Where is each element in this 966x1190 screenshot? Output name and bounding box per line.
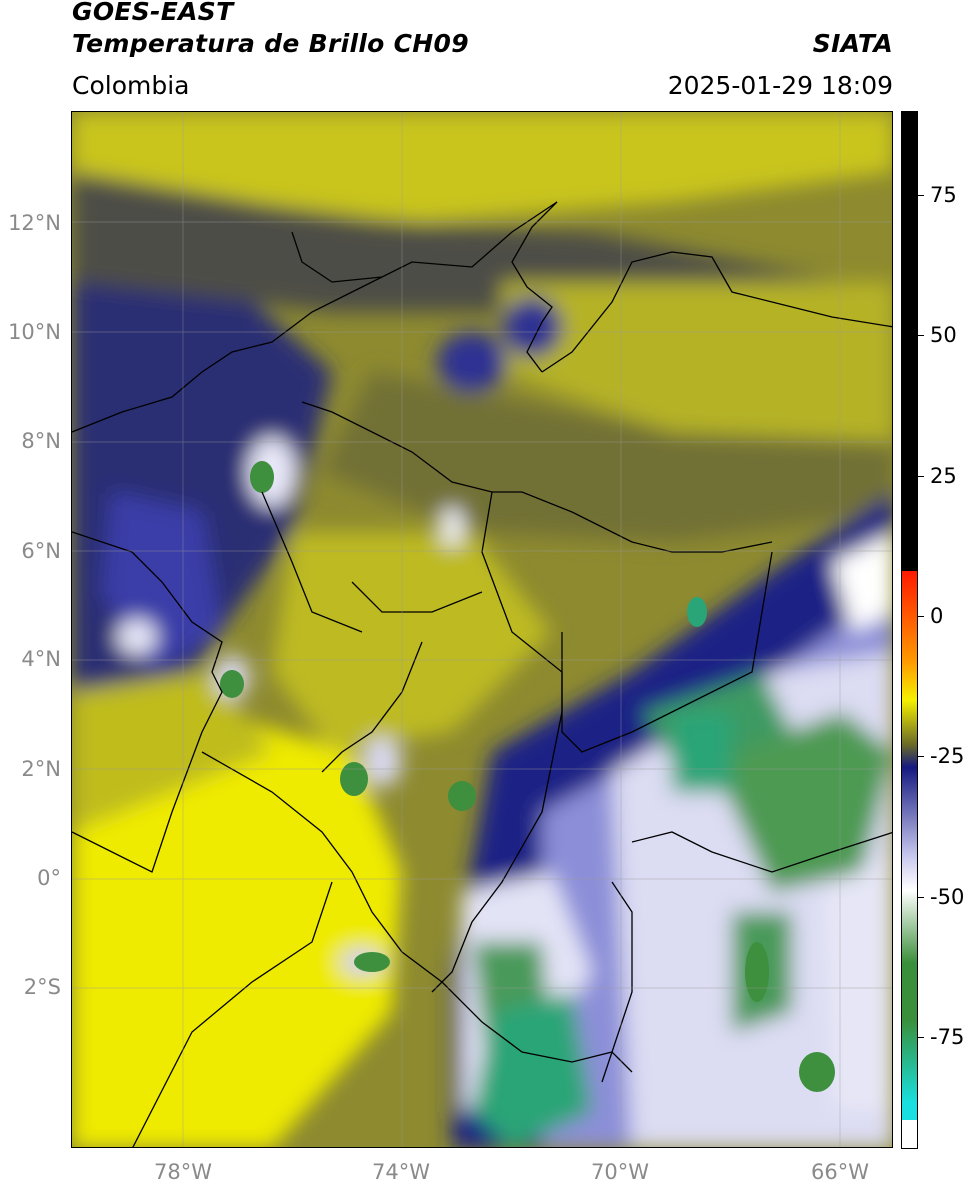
colorbar-tick xyxy=(918,756,924,758)
lat-label-2n: 2°N xyxy=(21,757,61,781)
lat-label-8n: 8°N xyxy=(21,429,61,453)
borders xyxy=(72,201,892,1147)
organization-label: SIATA xyxy=(812,29,893,58)
title-product: Temperatura de Brillo CH09 xyxy=(72,29,469,58)
colorbar-tick-label: 25 xyxy=(930,463,957,488)
map-canvas xyxy=(72,112,892,1147)
lat-label-10n: 10°N xyxy=(8,320,61,344)
colorbar-tick xyxy=(918,1036,924,1038)
lon-label-78w: 78°W xyxy=(154,1160,212,1184)
colorbar-tick xyxy=(918,475,924,477)
timestamp-label: 2025-01-29 18:09 xyxy=(667,71,893,100)
graticule xyxy=(72,112,892,1147)
colorbar-tick-label: -50 xyxy=(930,884,965,909)
lon-label-66w: 66°W xyxy=(811,1160,869,1184)
colorbar-tick-label: 75 xyxy=(930,183,957,208)
temperature-colorbar xyxy=(901,111,918,1149)
lat-label-4n: 4°N xyxy=(21,647,61,671)
lon-label-70w: 70°W xyxy=(591,1160,649,1184)
colorbar-tick-label: 50 xyxy=(930,323,957,348)
cloud-field xyxy=(72,112,892,1147)
region-label: Colombia xyxy=(72,71,190,100)
colorbar-tick-label: 0 xyxy=(930,603,944,628)
title-satellite: GOES-EAST xyxy=(72,0,234,26)
colorbar-tick-label: -25 xyxy=(930,744,965,769)
colorbar-tick xyxy=(918,896,924,898)
lat-label-0: 0° xyxy=(37,866,61,890)
lat-label-12n: 12°N xyxy=(8,211,61,235)
lat-label-2s: 2°S xyxy=(23,975,61,999)
lat-label-6n: 6°N xyxy=(21,539,61,563)
colorbar-tick xyxy=(918,335,924,337)
satellite-map[interactable] xyxy=(71,111,893,1148)
colorbar-tick xyxy=(918,195,924,197)
colorbar-tick xyxy=(918,615,924,617)
colorbar-tick-label: -75 xyxy=(930,1024,965,1049)
convective-cores xyxy=(220,461,835,1092)
lon-label-74w: 74°W xyxy=(372,1160,430,1184)
